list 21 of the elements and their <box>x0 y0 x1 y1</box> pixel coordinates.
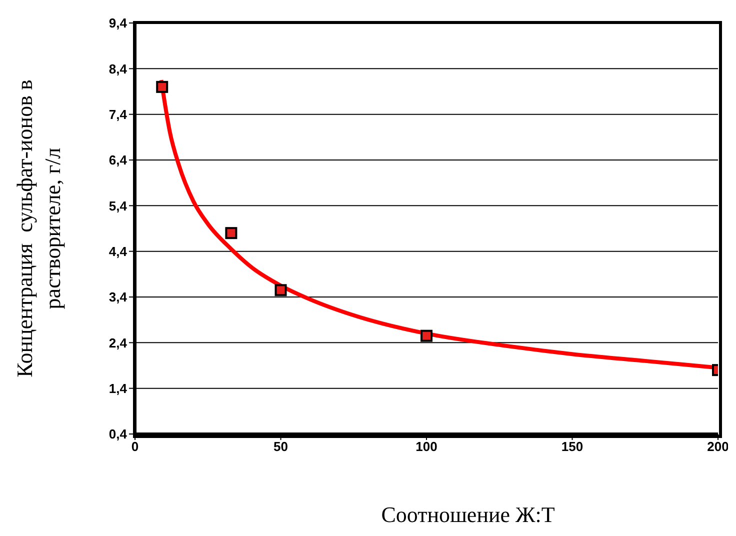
y-tick-label: 5,4 <box>108 198 128 214</box>
y-tick-label: 8,4 <box>108 61 128 76</box>
x-tick-label: 150 <box>561 439 584 454</box>
y-axis-title: Концентрация сульфат-ионов в растворителе, г/л <box>12 80 65 378</box>
point <box>274 284 287 296</box>
x-tick-label: 0 <box>131 439 139 454</box>
y-tick-label: 0,4 <box>108 426 128 442</box>
y-tick-label: 1,4 <box>108 380 128 396</box>
y-tick-label: 7,4 <box>108 106 128 122</box>
y-tick-label: 3,4 <box>108 290 128 305</box>
x-tick-label: 50 <box>274 439 288 454</box>
y-tick-label: 6,4 <box>108 152 128 168</box>
y-tick-label: 2,4 <box>108 335 128 350</box>
y-tick-label: 4,4 <box>108 244 128 259</box>
x-tick-label: 100 <box>416 439 438 454</box>
y-tick-label: 9,4 <box>108 16 128 31</box>
point <box>156 80 168 93</box>
point <box>420 330 432 342</box>
x-axis-title: Соотношение Ж:Т <box>380 502 556 528</box>
point <box>225 227 238 240</box>
x-tick-label: 200 <box>707 439 729 454</box>
